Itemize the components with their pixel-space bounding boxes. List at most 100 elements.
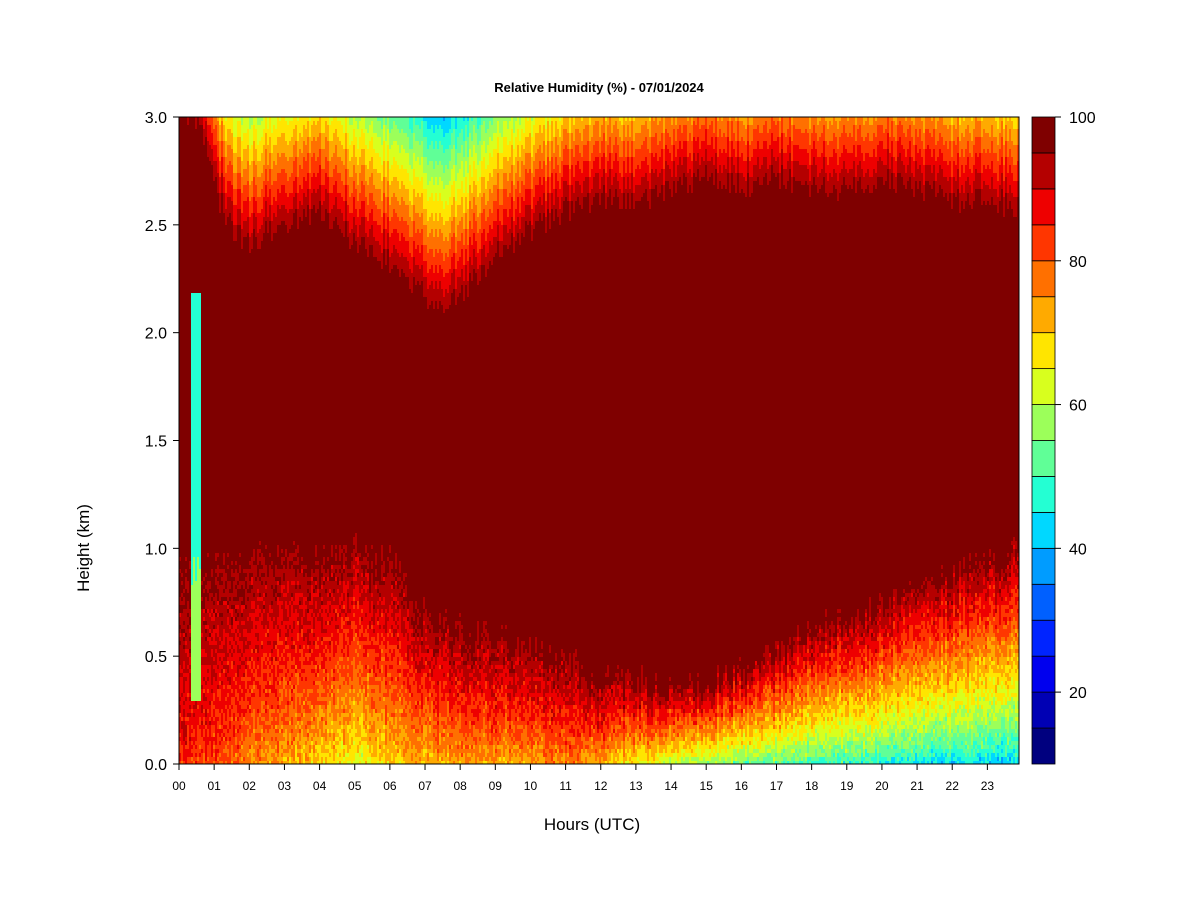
heatmap-cell bbox=[189, 569, 191, 573]
heatmap-cell bbox=[227, 721, 229, 725]
heatmap-cell bbox=[295, 605, 297, 609]
heatmap-cell bbox=[245, 733, 247, 737]
heatmap-cell bbox=[191, 685, 193, 689]
heatmap-cell bbox=[197, 405, 199, 409]
heatmap-cell bbox=[277, 613, 279, 617]
heatmap-cell bbox=[217, 617, 219, 621]
heatmap-cell bbox=[307, 157, 309, 161]
heatmap-cell bbox=[257, 717, 259, 721]
heatmap-cell bbox=[301, 125, 303, 129]
heatmap-cell bbox=[249, 701, 251, 705]
heatmap-cell bbox=[289, 141, 291, 145]
heatmap-cell bbox=[261, 669, 263, 673]
heatmap-cell bbox=[185, 681, 187, 685]
heatmap-cell bbox=[299, 205, 301, 209]
heatmap-cell bbox=[243, 665, 245, 669]
heatmap-cell bbox=[261, 665, 263, 669]
heatmap-cell bbox=[289, 169, 291, 173]
heatmap-cell bbox=[301, 133, 303, 137]
heatmap-cell bbox=[249, 157, 251, 161]
heatmap-cell bbox=[193, 313, 195, 317]
heatmap-cell bbox=[211, 665, 213, 669]
heatmap-cell bbox=[261, 221, 263, 225]
heatmap-cell bbox=[261, 565, 263, 569]
heatmap-cell bbox=[275, 637, 277, 641]
heatmap-cell bbox=[235, 641, 237, 645]
heatmap-cell bbox=[201, 741, 203, 745]
heatmap-cell bbox=[291, 149, 293, 153]
heatmap-cell bbox=[305, 601, 307, 605]
heatmap-cell bbox=[227, 637, 229, 641]
heatmap-cell bbox=[213, 653, 215, 657]
heatmap-cell bbox=[299, 561, 301, 565]
heatmap-cell bbox=[235, 697, 237, 701]
heatmap-cell bbox=[253, 657, 255, 661]
heatmap-cell bbox=[241, 609, 243, 613]
heatmap-cell bbox=[237, 753, 239, 757]
heatmap-cell bbox=[255, 673, 257, 677]
heatmap-cell bbox=[221, 661, 223, 665]
heatmap-cell bbox=[199, 369, 201, 373]
heatmap-cell bbox=[223, 141, 225, 145]
heatmap-cell bbox=[199, 373, 201, 377]
heatmap-cell bbox=[261, 697, 263, 701]
heatmap-cell bbox=[241, 673, 243, 677]
heatmap-cell bbox=[227, 697, 229, 701]
heatmap-cell bbox=[195, 529, 197, 533]
heatmap-cell bbox=[301, 209, 303, 213]
heatmap-cell bbox=[235, 689, 237, 693]
heatmap-cell bbox=[253, 733, 255, 737]
heatmap-cell bbox=[245, 173, 247, 177]
heatmap-cell bbox=[281, 721, 283, 725]
heatmap-cell bbox=[251, 753, 253, 757]
heatmap-cell bbox=[193, 573, 195, 577]
heatmap-cell bbox=[253, 697, 255, 701]
heatmap-cell bbox=[253, 129, 255, 133]
heatmap-cell bbox=[199, 577, 201, 581]
heatmap-cell bbox=[251, 593, 253, 597]
heatmap-cell bbox=[205, 701, 207, 705]
heatmap-cell bbox=[199, 493, 201, 497]
heatmap-cell bbox=[245, 165, 247, 169]
heatmap-cell bbox=[229, 729, 231, 733]
heatmap-cell bbox=[271, 649, 273, 653]
heatmap-cell bbox=[255, 661, 257, 665]
heatmap-cell bbox=[283, 645, 285, 649]
heatmap-cell bbox=[197, 321, 199, 325]
heatmap-cell bbox=[267, 609, 269, 613]
heatmap-cell bbox=[271, 701, 273, 705]
heatmap-cell bbox=[217, 573, 219, 577]
heatmap-cell bbox=[193, 569, 195, 573]
heatmap-cell bbox=[193, 501, 195, 505]
heatmap-cell bbox=[237, 681, 239, 685]
heatmap-cell bbox=[291, 553, 293, 557]
heatmap-cell bbox=[213, 681, 215, 685]
heatmap-cell bbox=[259, 217, 261, 221]
heatmap-cell bbox=[273, 217, 275, 221]
heatmap-cell bbox=[269, 597, 271, 601]
heatmap-cell bbox=[255, 733, 257, 737]
heatmap-cell bbox=[271, 149, 273, 153]
heatmap-cell bbox=[291, 121, 293, 125]
heatmap-cell bbox=[281, 169, 283, 173]
heatmap-cell bbox=[305, 693, 307, 697]
heatmap-cell bbox=[267, 125, 269, 129]
heatmap-cell bbox=[275, 205, 277, 209]
heatmap-cell bbox=[235, 213, 237, 217]
heatmap-cell bbox=[263, 229, 265, 233]
heatmap-cell bbox=[291, 197, 293, 201]
heatmap-cell bbox=[285, 169, 287, 173]
heatmap-cell bbox=[257, 209, 259, 213]
heatmap-cell bbox=[233, 713, 235, 717]
heatmap-cell bbox=[203, 733, 205, 737]
heatmap-cell bbox=[213, 689, 215, 693]
heatmap-cell bbox=[275, 721, 277, 725]
heatmap-cell bbox=[287, 609, 289, 613]
heatmap-cell bbox=[213, 153, 215, 157]
heatmap-cell bbox=[291, 641, 293, 645]
heatmap-cell bbox=[209, 685, 211, 689]
heatmap-cell bbox=[199, 641, 201, 645]
heatmap-cell bbox=[203, 117, 205, 121]
heatmap-cell bbox=[277, 693, 279, 697]
heatmap-cell bbox=[195, 501, 197, 505]
